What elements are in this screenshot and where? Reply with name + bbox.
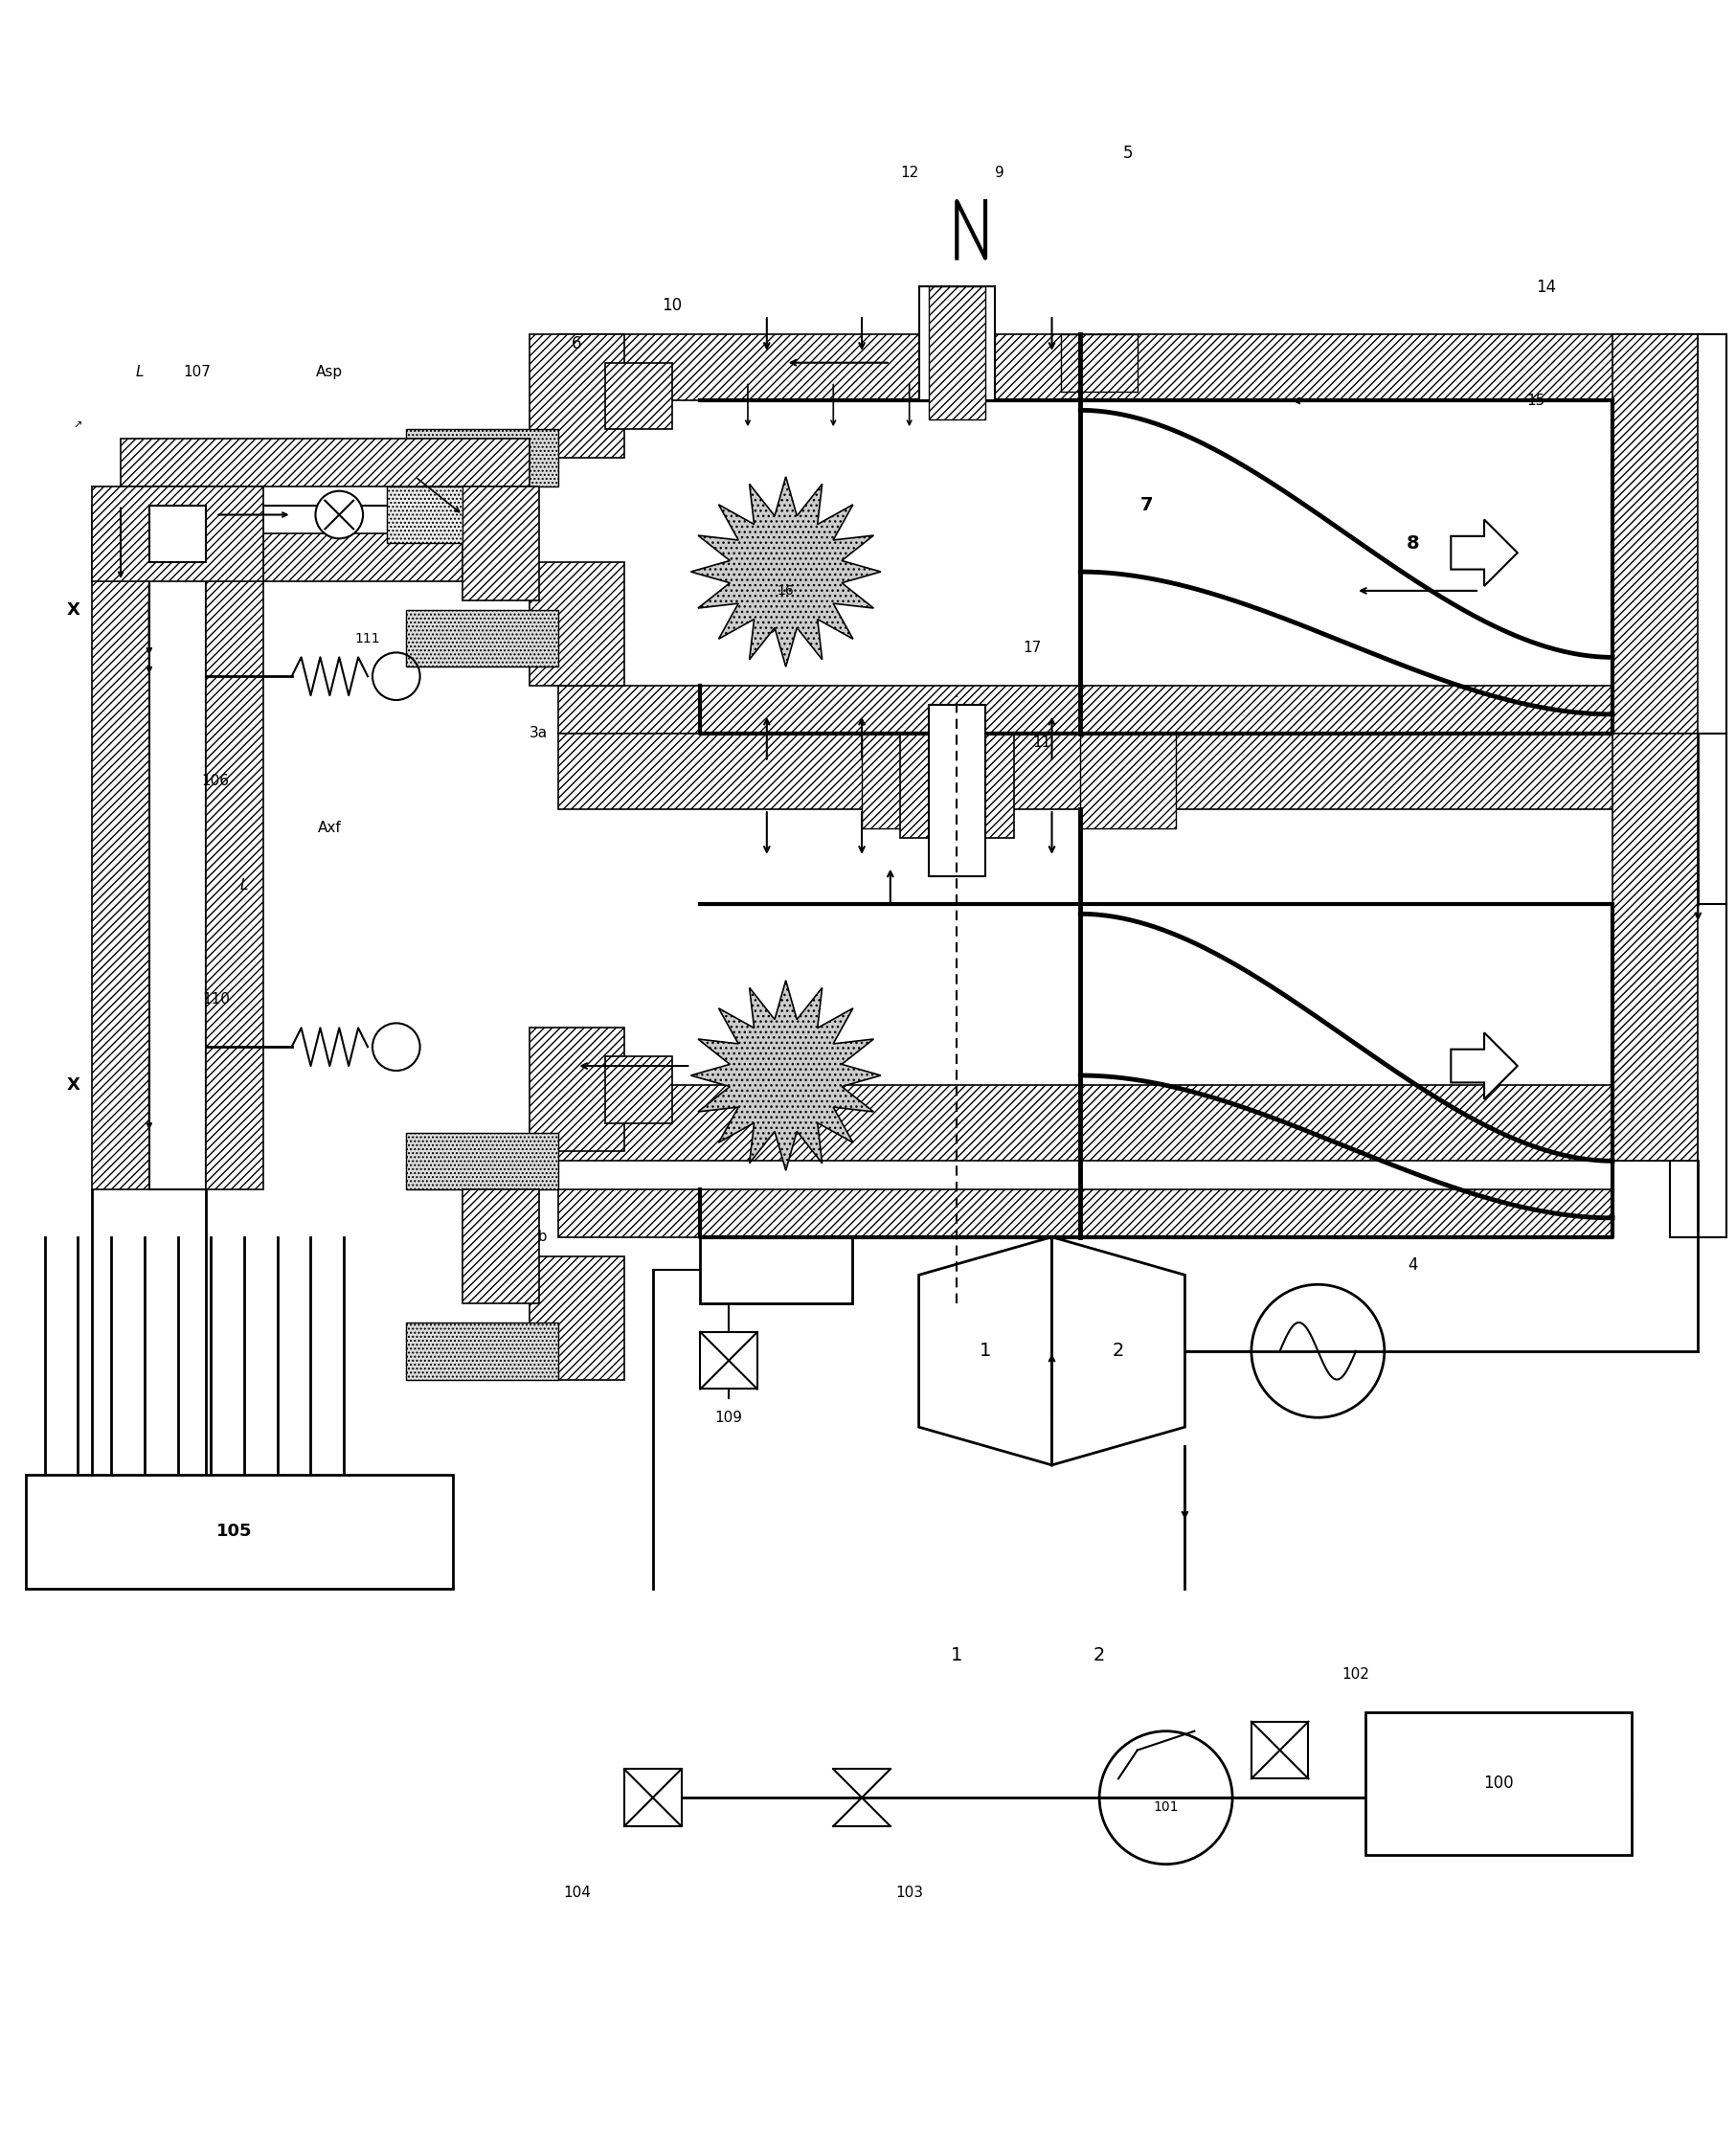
Text: 6: 6 [571,335,582,352]
Text: 2: 2 [1094,1645,1106,1665]
Bar [557,732,1698,810]
Text: 10: 10 [661,296,682,314]
Text: 7: 7 [1141,496,1153,513]
Text: 1: 1 [951,1645,963,1665]
Bar [26,1474,453,1590]
Bar [464,1190,538,1304]
Text: 9: 9 [995,165,1003,180]
Text: 105: 105 [217,1523,253,1540]
Bar [387,485,464,543]
Bar [207,505,264,1190]
Bar [899,732,1014,838]
Polygon shape [691,477,880,666]
Bar [529,563,625,685]
Bar [557,1085,1698,1160]
Bar [1061,335,1137,391]
Text: 16: 16 [778,584,795,597]
Bar [122,438,529,485]
Bar [464,485,538,599]
Bar [929,286,986,419]
Text: L: L [135,365,144,380]
Text: 1: 1 [979,1342,991,1360]
Text: 8: 8 [1406,535,1420,552]
Text: Axf: Axf [318,821,342,836]
Text: Asp: Asp [316,365,344,380]
Bar [122,505,529,543]
Text: L: L [240,879,248,894]
Text: 100: 100 [1483,1774,1514,1791]
Bar [1613,732,1698,1160]
Text: 17: 17 [1023,640,1042,655]
Text: 110: 110 [201,992,229,1007]
Bar [92,485,264,582]
Text: 11: 11 [1033,735,1052,750]
Text: X: X [66,601,80,619]
Text: 2: 2 [1113,1342,1125,1360]
Bar [918,286,995,402]
Bar [625,1770,681,1826]
Bar [557,685,1613,732]
Text: 106: 106 [201,773,229,788]
Bar [406,610,557,666]
Bar [1366,1712,1632,1854]
Text: 14: 14 [1536,279,1555,296]
Bar [529,1029,625,1151]
Bar [1080,732,1175,829]
Bar [1252,1723,1309,1779]
Bar [149,505,207,1190]
Bar [929,705,986,876]
Text: 104: 104 [562,1886,590,1899]
Bar [529,1257,625,1379]
Text: 108: 108 [762,1263,790,1278]
Text: 12: 12 [901,165,918,180]
Text: 3a: 3a [529,726,549,741]
Text: 3b: 3b [529,1231,549,1244]
Polygon shape [1052,1237,1186,1465]
Bar [861,732,957,829]
Bar [700,1237,852,1304]
Text: 15: 15 [1528,393,1545,408]
Bar [1670,335,1727,1237]
Bar [406,1132,557,1190]
Text: 4: 4 [1408,1257,1418,1274]
Bar [529,335,625,458]
Bar [557,335,1698,402]
Polygon shape [1451,1033,1517,1100]
Bar [406,430,557,485]
Text: ↗: ↗ [73,421,82,432]
Text: 109: 109 [715,1411,743,1424]
Polygon shape [691,979,880,1171]
Text: 111: 111 [354,632,380,644]
Text: X: X [66,1076,80,1093]
Text: 101: 101 [1153,1800,1179,1813]
Bar [406,1323,557,1379]
Bar [557,1190,1613,1237]
Text: 102: 102 [1342,1667,1370,1682]
Bar [606,1057,672,1123]
Circle shape [316,492,363,539]
Bar [700,1332,757,1390]
Polygon shape [1451,520,1517,586]
Bar [606,363,672,430]
Bar [122,533,529,582]
Text: 5: 5 [1123,146,1134,163]
Text: 13: 13 [757,621,776,636]
Bar [92,505,149,1190]
Polygon shape [918,1237,1052,1465]
Bar [1613,335,1698,732]
Bar [149,505,207,563]
Text: 103: 103 [896,1886,924,1899]
Text: 107: 107 [182,365,210,380]
